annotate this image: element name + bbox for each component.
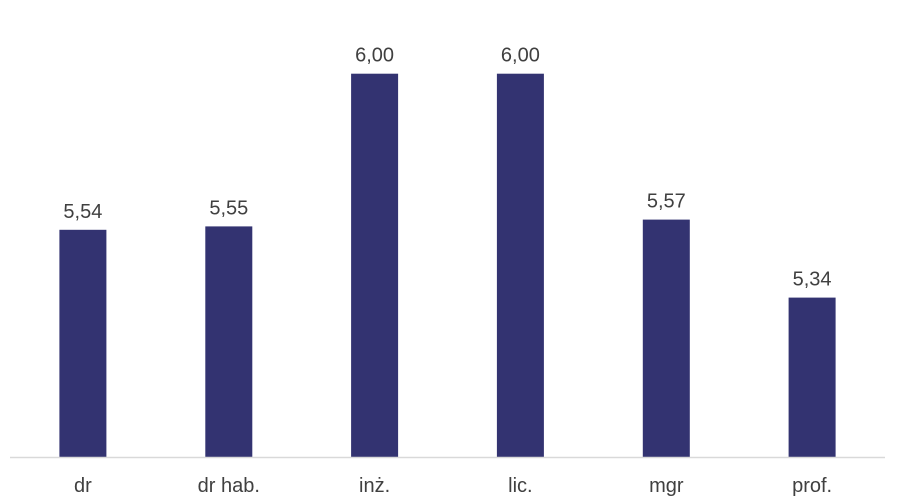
x-tick-label: prof. bbox=[792, 475, 832, 497]
bar bbox=[351, 73, 399, 457]
x-tick-label: mgr bbox=[649, 475, 684, 497]
bar bbox=[205, 226, 253, 457]
bar bbox=[59, 229, 107, 457]
category-labels-layer: dr dr hab. inż. lic. mgr prof. bbox=[74, 475, 832, 497]
bar bbox=[788, 297, 836, 457]
x-tick-label: dr bbox=[74, 475, 92, 497]
bar bbox=[496, 73, 544, 457]
x-tick-label: dr hab. bbox=[198, 475, 260, 497]
data-label: 5,55 bbox=[209, 197, 248, 219]
data-label: 6,00 bbox=[501, 45, 540, 67]
data-label: 6,00 bbox=[355, 45, 394, 67]
value-labels-layer: 5,54 5,55 6,00 6,00 5,57 5,34 bbox=[63, 45, 831, 291]
data-label: 5,54 bbox=[63, 201, 102, 223]
data-label: 5,34 bbox=[793, 269, 832, 291]
x-tick-label: lic. bbox=[508, 475, 532, 497]
data-label: 5,57 bbox=[647, 191, 686, 213]
x-tick-label: inż. bbox=[359, 475, 390, 497]
bar bbox=[642, 219, 690, 457]
bars-layer bbox=[59, 73, 836, 457]
